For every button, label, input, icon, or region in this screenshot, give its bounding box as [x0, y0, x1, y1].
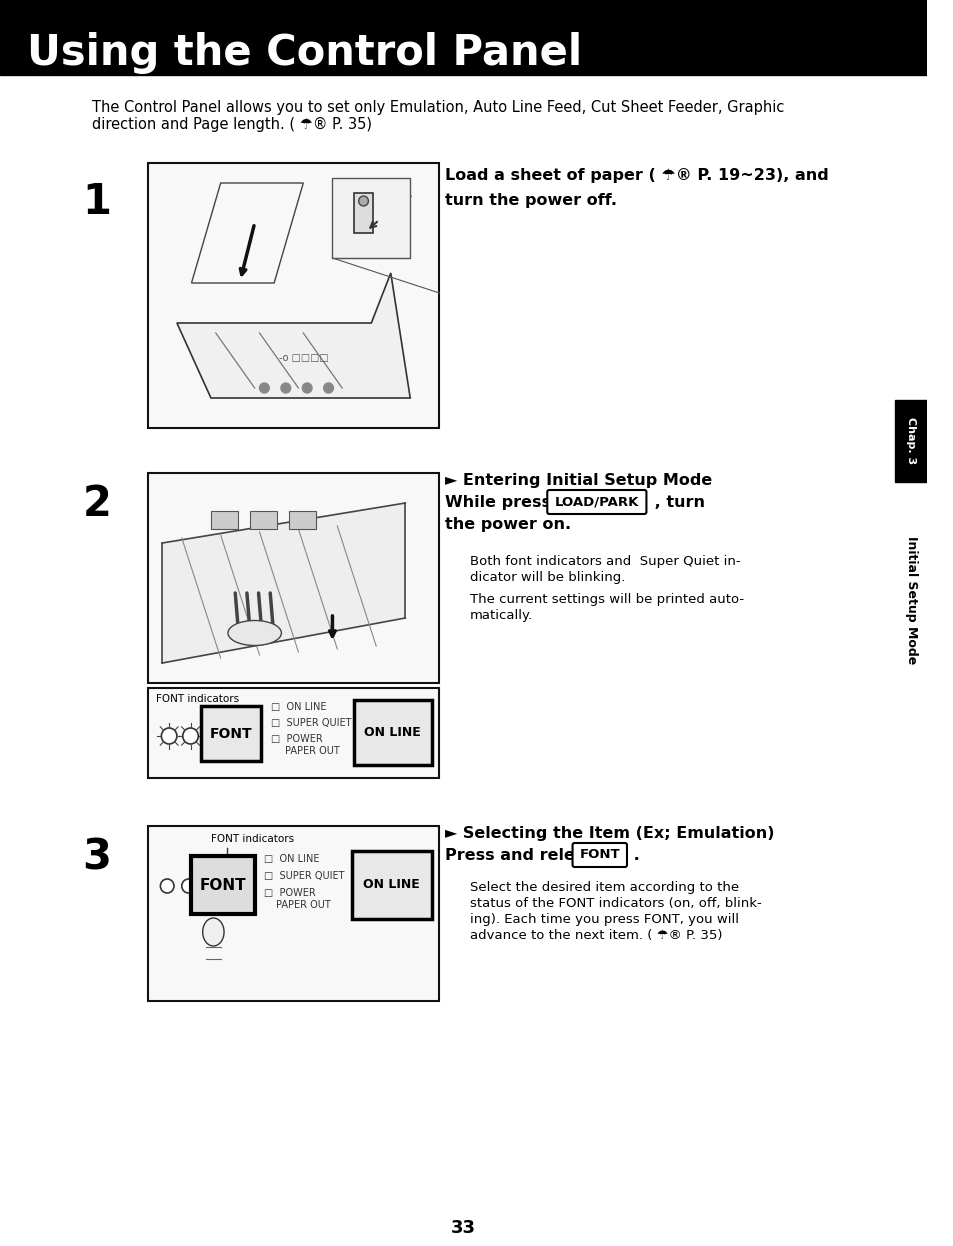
Bar: [332, 178, 410, 258]
Text: .: .: [627, 849, 639, 863]
Text: turn the power off.: turn the power off.: [445, 193, 617, 208]
Bar: [148, 473, 439, 683]
Text: FONT: FONT: [199, 877, 246, 892]
Bar: [354, 700, 431, 765]
Text: 1: 1: [83, 181, 112, 223]
Text: □  SUPER QUIET: □ SUPER QUIET: [271, 718, 352, 728]
Text: I  ON: I ON: [380, 202, 401, 211]
Text: the power on.: the power on.: [445, 517, 571, 532]
Bar: [0, 0, 926, 75]
Text: □  POWER: □ POWER: [264, 888, 315, 898]
Text: advance to the next item. ( ☂® P. 35): advance to the next item. ( ☂® P. 35): [469, 930, 721, 942]
Text: FONT indicators: FONT indicators: [155, 694, 238, 704]
Polygon shape: [176, 273, 410, 397]
Bar: [201, 706, 261, 761]
Text: Both font indicators and  Super Quiet in-: Both font indicators and Super Quiet in-: [469, 554, 740, 568]
Text: Select the desired item according to the: Select the desired item according to the: [469, 881, 738, 893]
Circle shape: [182, 878, 195, 893]
Text: Using the Control Panel: Using the Control Panel: [28, 32, 581, 74]
Text: PAPER OUT: PAPER OUT: [285, 746, 339, 756]
Text: ON LINE: ON LINE: [364, 726, 420, 739]
Ellipse shape: [202, 918, 224, 946]
Text: FONT: FONT: [578, 849, 619, 861]
Bar: [354, 193, 373, 233]
Text: direction and Page length. ( ☂® P. 35): direction and Page length. ( ☂® P. 35): [92, 117, 372, 132]
Text: □  ON LINE: □ ON LINE: [271, 701, 326, 711]
Text: ing). Each time you press FONT, you will: ing). Each time you press FONT, you will: [469, 913, 738, 926]
Text: , turn: , turn: [649, 495, 704, 510]
Circle shape: [161, 728, 176, 744]
Circle shape: [280, 383, 291, 392]
Text: O  OFF: O OFF: [380, 214, 409, 223]
Text: The Control Panel allows you to set only Emulation, Auto Line Feed, Cut Sheet Fe: The Control Panel allows you to set only…: [92, 100, 784, 115]
Polygon shape: [192, 183, 303, 283]
Circle shape: [358, 196, 368, 206]
Bar: [148, 688, 439, 778]
Circle shape: [323, 383, 333, 392]
Text: ► Entering Initial Setup Mode: ► Entering Initial Setup Mode: [445, 473, 712, 488]
Text: Initial Setup Mode: Initial Setup Mode: [903, 536, 917, 664]
Text: Press and release: Press and release: [445, 849, 611, 863]
Circle shape: [302, 383, 312, 392]
Ellipse shape: [228, 621, 281, 645]
Text: □  ON LINE: □ ON LINE: [264, 854, 319, 863]
Bar: [148, 826, 439, 1001]
Text: dicator will be blinking.: dicator will be blinking.: [469, 571, 624, 584]
Text: □  SUPER QUIET: □ SUPER QUIET: [264, 871, 345, 881]
Bar: [211, 511, 238, 530]
Bar: [192, 856, 254, 915]
Text: -o □□□□: -o □□□□: [278, 353, 328, 363]
FancyBboxPatch shape: [572, 844, 626, 867]
Bar: [894, 400, 926, 482]
Text: While pressing: While pressing: [445, 495, 585, 510]
Text: FONT: FONT: [210, 726, 253, 740]
Text: PAPER OUT: PAPER OUT: [275, 900, 331, 910]
Text: ON LINE: ON LINE: [363, 878, 419, 891]
Circle shape: [183, 728, 198, 744]
FancyBboxPatch shape: [547, 490, 646, 515]
Polygon shape: [162, 503, 405, 663]
Text: □  POWER: □ POWER: [271, 734, 323, 744]
Text: POWER: POWER: [380, 189, 412, 199]
Text: ► Selecting the Item (Ex; Emulation): ► Selecting the Item (Ex; Emulation): [445, 826, 774, 841]
Bar: [352, 851, 431, 920]
Text: The current settings will be printed auto-: The current settings will be printed aut…: [469, 593, 742, 606]
Text: 33: 33: [451, 1219, 476, 1237]
Text: status of the FONT indicators (on, off, blink-: status of the FONT indicators (on, off, …: [469, 897, 760, 910]
Text: 3: 3: [83, 836, 112, 878]
Text: LOAD/PARK: LOAD/PARK: [554, 496, 639, 508]
Bar: [148, 163, 439, 427]
Text: 2: 2: [83, 483, 112, 525]
Text: Load a sheet of paper ( ☂® P. 19~23), and: Load a sheet of paper ( ☂® P. 19~23), an…: [445, 168, 828, 183]
Circle shape: [259, 383, 269, 392]
Bar: [289, 511, 315, 530]
Bar: [250, 511, 276, 530]
Text: matically.: matically.: [469, 609, 532, 622]
Circle shape: [160, 878, 173, 893]
Text: FONT indicators: FONT indicators: [211, 834, 294, 844]
Text: Chap. 3: Chap. 3: [905, 417, 915, 465]
